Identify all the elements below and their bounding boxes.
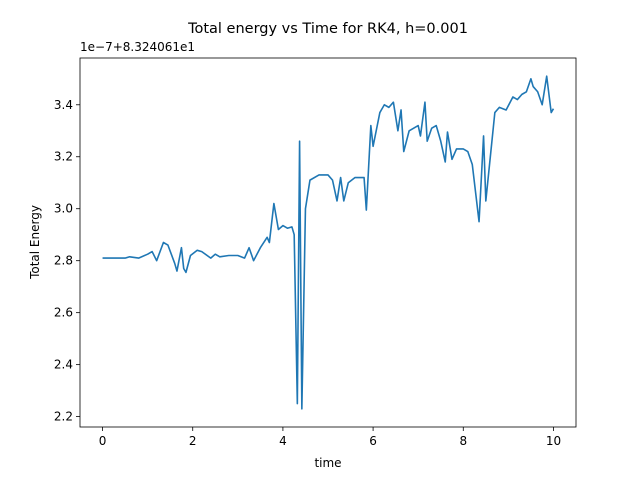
- x-axis-label: time: [314, 456, 341, 470]
- y-tick-label: 2.8: [54, 254, 73, 268]
- y-tick-label: 3.0: [54, 202, 73, 216]
- y-axis-label: Total Energy: [28, 205, 42, 280]
- data-line: [102, 75, 555, 410]
- offset-text: 1e−7+8.324061e1: [80, 40, 195, 54]
- x-tick-label: 2: [189, 434, 197, 448]
- y-tick-label: 2.4: [54, 358, 73, 372]
- x-tick-label: 0: [99, 434, 107, 448]
- plot-frame: [79, 57, 577, 428]
- x-tick-label: 8: [459, 434, 467, 448]
- x-tick-label: 6: [369, 434, 377, 448]
- y-tick-label: 2.6: [54, 306, 73, 320]
- y-tick-label: 3.2: [54, 150, 73, 164]
- x-tick-label: 4: [279, 434, 287, 448]
- x-tick-label: 10: [546, 434, 561, 448]
- y-tick-label: 3.4: [54, 98, 73, 112]
- y-tick-label: 2.2: [54, 410, 73, 424]
- chart-title: Total energy vs Time for RK4, h=0.001: [187, 21, 468, 37]
